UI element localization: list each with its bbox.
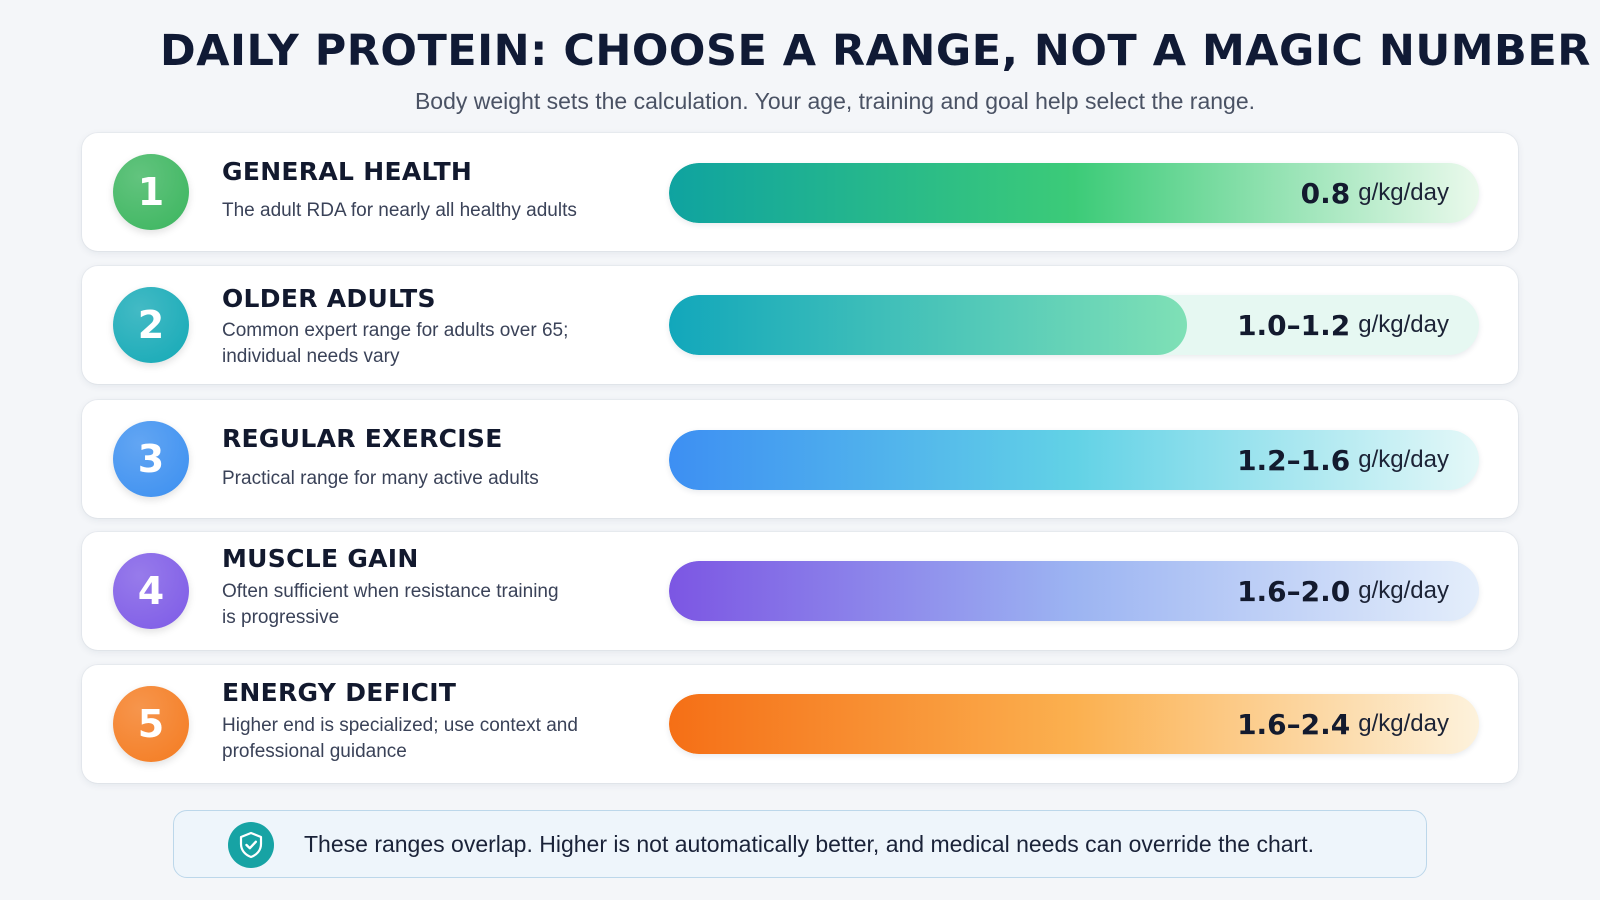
range-bar-fill — [669, 163, 1479, 223]
tier-title: OLDER ADULTS — [222, 284, 436, 313]
range-bar-fill — [669, 430, 1479, 490]
range-value: 1.0–1.2 g/kg/day — [1237, 295, 1449, 355]
range-bar: 1.0–1.2 g/kg/day — [669, 295, 1479, 355]
range-number: 1.2–1.6 — [1237, 443, 1351, 477]
range-value: 1.6–2.0 g/kg/day — [1237, 561, 1449, 621]
note-text: These ranges overlap. Higher is not auto… — [304, 830, 1315, 857]
tier-description: The adult RDA for nearly all healthy adu… — [222, 200, 577, 221]
tier-card-muscle-gain: 4 MUSCLE GAIN Often sufficient when resi… — [82, 532, 1518, 650]
tier-title: GENERAL HEALTH — [222, 157, 473, 186]
range-number: 1.0–1.2 — [1237, 308, 1351, 342]
tier-title: MUSCLE GAIN — [222, 544, 419, 573]
shield-check-icon — [228, 822, 274, 868]
tier-number-badge: 4 — [113, 553, 189, 629]
range-unit: g/kg/day — [1358, 311, 1449, 338]
range-value: 0.8 g/kg/day — [1301, 163, 1449, 223]
range-number: 1.6–2.0 — [1237, 574, 1351, 608]
tier-number-badge: 2 — [113, 287, 189, 363]
range-bar-fill — [669, 694, 1479, 754]
tier-description: Common expert range for adults over 65; … — [222, 320, 569, 367]
tier-title: ENERGY DEFICIT — [222, 678, 457, 707]
range-unit: g/kg/day — [1358, 577, 1449, 604]
tier-card-regular-exercise: 3 REGULAR EXERCISE Practical range for m… — [82, 400, 1518, 518]
range-bar: 1.6–2.4 g/kg/day — [669, 694, 1479, 754]
range-unit: g/kg/day — [1358, 710, 1449, 737]
tier-description: Practical range for many active adults — [222, 468, 539, 489]
tier-description: Higher end is specialized; use context a… — [222, 715, 578, 762]
range-number: 0.8 — [1300, 176, 1351, 210]
tier-title: REGULAR EXERCISE — [222, 424, 503, 453]
range-value: 1.2–1.6 g/kg/day — [1237, 430, 1449, 490]
tier-number-badge: 5 — [113, 686, 189, 762]
range-bar: 1.6–2.0 g/kg/day — [669, 561, 1479, 621]
tier-card-energy-deficit: 5 ENERGY DEFICIT Higher end is specializ… — [82, 665, 1518, 783]
page-subtitle: Body weight sets the calculation. Your a… — [414, 88, 1256, 114]
tier-number-badge: 1 — [113, 154, 189, 230]
range-unit: g/kg/day — [1358, 446, 1449, 473]
range-bar-fill — [669, 561, 1479, 621]
range-unit: g/kg/day — [1358, 179, 1449, 206]
range-bar: 0.8 g/kg/day — [669, 163, 1479, 223]
tier-card-older-adults: 2 OLDER ADULTS Common expert range for a… — [82, 266, 1518, 384]
range-value: 1.6–2.4 g/kg/day — [1237, 694, 1449, 754]
tier-description: Often sufficient when resistance trainin… — [222, 581, 559, 628]
range-number: 1.6–2.4 — [1237, 707, 1351, 741]
overlap-note: These ranges overlap. Higher is not auto… — [173, 810, 1427, 878]
tier-number-badge: 3 — [113, 421, 189, 497]
range-bar: 1.2–1.6 g/kg/day — [669, 430, 1479, 490]
tier-card-general-health: 1 GENERAL HEALTH The adult RDA for nearl… — [82, 133, 1518, 251]
page-title: DAILY PROTEIN: CHOOSE A RANGE, NOT A MAG… — [160, 26, 1591, 76]
range-bar-fill — [669, 295, 1188, 355]
